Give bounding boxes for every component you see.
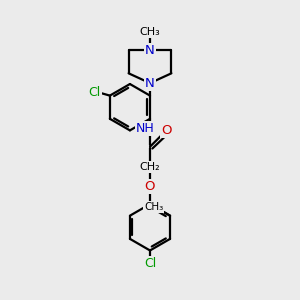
Text: NH: NH	[136, 122, 155, 135]
Text: O: O	[145, 180, 155, 193]
Text: CH₃: CH₃	[144, 202, 164, 212]
Text: CH₂: CH₂	[140, 162, 160, 172]
Text: O: O	[161, 124, 172, 137]
Text: N: N	[145, 76, 155, 90]
Text: Cl: Cl	[88, 85, 100, 98]
Text: CH₃: CH₃	[140, 27, 160, 37]
Text: Cl: Cl	[144, 257, 156, 270]
Text: N: N	[145, 44, 155, 57]
